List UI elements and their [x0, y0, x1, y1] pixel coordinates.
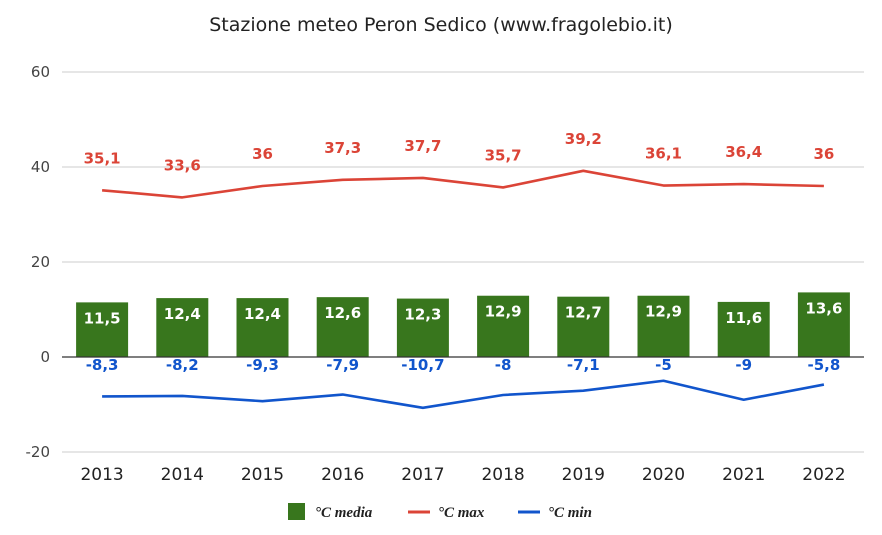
line-data-label: -9,3: [246, 356, 279, 374]
bar-2022: [797, 292, 850, 357]
y-tick-label: 60: [31, 63, 50, 81]
bar-data-label: 12,9: [645, 303, 682, 321]
chart-title: Stazione meteo Peron Sedico (www.fragole…: [209, 14, 673, 36]
bar-2019: [557, 296, 610, 357]
line-data-label: 37,7: [404, 137, 441, 155]
x-tick-label: 2016: [321, 465, 364, 485]
y-tick-label: 20: [31, 253, 50, 271]
series-line-cmax: [101, 169, 824, 199]
bar-2017: [396, 298, 449, 357]
line-data-label: 36,1: [645, 145, 682, 163]
line-data-label: -5: [655, 356, 672, 374]
line-data-label: -7,1: [567, 356, 600, 374]
x-tick-label: 2022: [802, 465, 845, 485]
bar-data-label: 12,6: [324, 304, 361, 322]
bar-data-label: 12,3: [404, 306, 441, 324]
line-data-label: 36: [813, 145, 834, 163]
x-tick-label: 2019: [562, 465, 605, 485]
line-data-label: 35,1: [84, 149, 121, 167]
y-tick-label: 40: [31, 158, 50, 176]
bar-data-label: 12,4: [244, 305, 281, 323]
bar-2015: [236, 298, 289, 357]
line-data-label: 33,6: [164, 156, 201, 174]
line-data-label: -5,8: [807, 356, 840, 374]
axis-layer: -20 0 20 40 60 2013 2014 2015 2016 2017 2018 2019 20…: [26, 63, 864, 485]
bar-data-label: 11,6: [725, 309, 762, 327]
line-data-label: 35,7: [485, 146, 522, 164]
bar-2021: [717, 301, 770, 357]
y-tick-label: 0: [40, 348, 50, 366]
bars-layer: [76, 292, 850, 357]
x-tick-label: 2017: [401, 465, 444, 485]
labels-layer: 11,5 12,4 12,4 12,6 12,3 12,9 12,7 12,9 11,6 13,6…: [84, 130, 843, 374]
bar-2014: [156, 298, 209, 357]
legend-swatch-media: [288, 503, 305, 520]
y-tick-label: -20: [26, 443, 51, 461]
line-data-label: 39,2: [565, 130, 602, 148]
bar-data-label: 12,4: [164, 305, 201, 323]
line-data-label: -8: [495, 356, 512, 374]
bar-data-label: 13,6: [805, 299, 842, 317]
legend: °C media °C max °C min: [288, 503, 592, 521]
line-data-label: 36: [252, 145, 273, 163]
bar-2020: [637, 295, 690, 357]
x-tick-label: 2021: [722, 465, 765, 485]
x-tick-label: 2018: [481, 465, 524, 485]
line-data-label: -10,7: [401, 356, 444, 374]
line-data-label: 37,3: [324, 139, 361, 157]
bar-2013: [76, 302, 129, 357]
legend-label: °C media: [315, 505, 373, 521]
x-tick-label: 2014: [161, 465, 204, 485]
line-data-label: -8,2: [166, 356, 199, 374]
bar-2016: [316, 297, 369, 357]
legend-label: °C min: [548, 505, 592, 521]
bar-2018: [477, 295, 530, 357]
line-data-label: -7,9: [326, 356, 359, 374]
bar-data-label: 12,9: [485, 303, 522, 321]
bar-data-label: 12,7: [565, 304, 602, 322]
lines-layer: [101, 169, 825, 410]
legend-label: °C max: [438, 505, 485, 521]
line-data-label: -8,3: [86, 356, 119, 374]
x-tick-label: 2020: [642, 465, 685, 485]
x-tick-label: 2015: [241, 465, 284, 485]
line-data-label: -9: [735, 356, 752, 374]
series-line-cmin: [102, 379, 825, 410]
x-tick-label: 2013: [80, 465, 123, 485]
bar-data-label: 11,5: [84, 309, 121, 327]
line-data-label: 36,4: [725, 143, 762, 161]
